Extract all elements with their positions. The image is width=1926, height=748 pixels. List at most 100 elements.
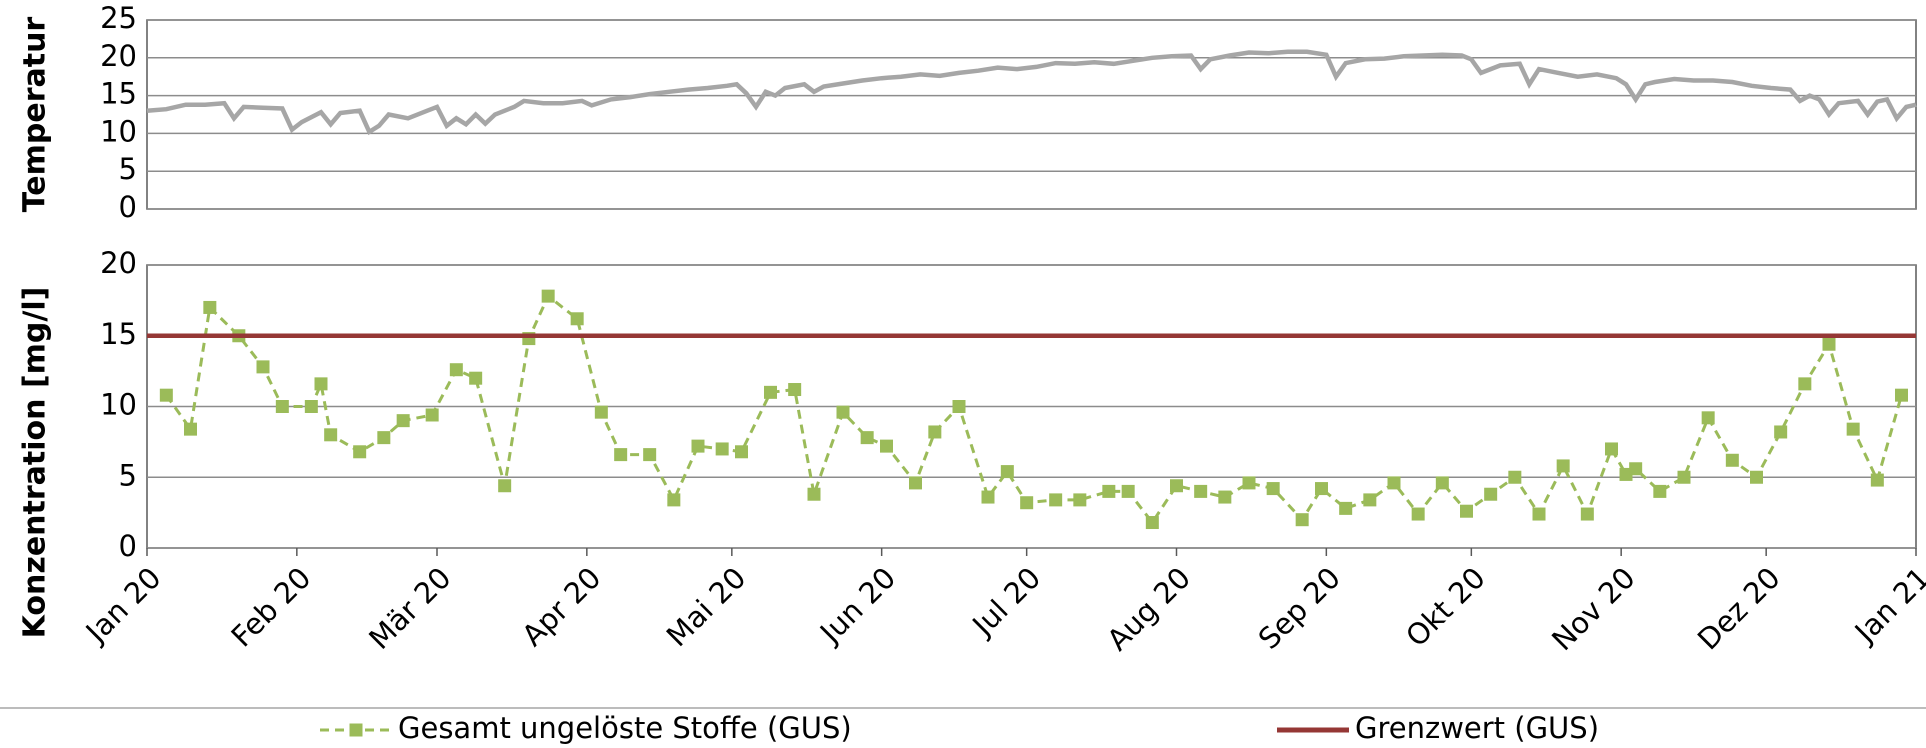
legend-label: Grenzwert (GUS) [1355, 711, 1599, 745]
x-tick-label: Jan 20 [78, 561, 168, 651]
marker [498, 479, 512, 493]
legend-marker [349, 723, 363, 737]
marker [1460, 504, 1473, 518]
marker [1339, 501, 1353, 515]
marker [377, 431, 391, 445]
marker [807, 487, 821, 501]
marker [1194, 484, 1208, 498]
y-tick-label: 0 [119, 190, 137, 224]
y-tick-label: 5 [119, 458, 137, 492]
marker [1750, 470, 1763, 484]
marker [324, 428, 338, 442]
y-axis-label: Temperatur [18, 17, 53, 213]
x-tick-label: Nov 20 [1545, 561, 1642, 658]
marker [184, 422, 197, 436]
marker [1073, 493, 1087, 507]
marker [203, 300, 217, 314]
marker [256, 360, 270, 374]
marker [1870, 473, 1884, 487]
marker [836, 405, 850, 419]
marker [1020, 496, 1034, 510]
y-tick-label: 20 [100, 39, 137, 73]
y-tick-label: 0 [119, 529, 137, 563]
marker [1102, 484, 1116, 498]
marker [1000, 465, 1014, 479]
marker [1629, 462, 1643, 476]
y-tick-label: 15 [100, 77, 137, 111]
y-tick-label: 10 [100, 114, 137, 148]
marker [1556, 459, 1570, 473]
marker [643, 448, 657, 462]
marker [981, 490, 995, 504]
x-tick-label: Feb 20 [224, 561, 317, 654]
marker [1725, 453, 1739, 467]
y-tick-label: 15 [100, 317, 137, 351]
x-tick-label: Mai 20 [660, 561, 753, 654]
marker [469, 371, 483, 385]
marker [1701, 411, 1715, 425]
marker [667, 493, 681, 507]
marker [909, 476, 922, 490]
y-tick-label: 20 [100, 246, 137, 280]
marker [1435, 476, 1449, 490]
marker [1605, 442, 1618, 456]
marker [541, 289, 555, 303]
marker [594, 405, 608, 419]
marker [1798, 377, 1812, 391]
x-tick-label: Jan 21 [1847, 561, 1926, 651]
y-axis-label: Konzentration [mg/l] [18, 287, 53, 639]
marker [1121, 484, 1135, 498]
marker [1484, 487, 1498, 501]
marker [715, 442, 729, 456]
marker [570, 312, 584, 326]
marker [691, 439, 705, 453]
marker [1508, 470, 1522, 484]
y-tick-label: 25 [100, 1, 137, 35]
x-tick-label: Jun 20 [812, 561, 902, 651]
marker [1895, 388, 1908, 402]
marker [1387, 476, 1401, 490]
marker [860, 431, 874, 445]
marker [1363, 493, 1377, 507]
marker [353, 445, 367, 459]
marker [880, 439, 893, 453]
marker [1145, 516, 1159, 530]
legend-label: Gesamt ungelöste Stoffe (GUS) [398, 711, 852, 745]
marker [1846, 422, 1860, 436]
x-tick-label: Sep 20 [1252, 561, 1347, 656]
marker [1774, 425, 1788, 439]
marker [396, 414, 410, 428]
marker [1295, 513, 1309, 527]
x-tick-label: Jul 20 [964, 561, 1047, 644]
marker [1580, 507, 1594, 521]
marker [1315, 482, 1328, 496]
marker [1218, 490, 1232, 504]
series-line [146, 49, 1917, 136]
marker [159, 388, 173, 402]
marker [1411, 507, 1425, 521]
marker [425, 408, 439, 422]
marker [304, 400, 318, 413]
marker [1677, 470, 1691, 484]
x-tick-label: Aug 20 [1100, 561, 1197, 658]
marker [1266, 482, 1280, 496]
marker [275, 400, 289, 413]
x-tick-label: Mär 20 [362, 561, 457, 656]
marker [952, 400, 966, 413]
marker [928, 425, 942, 439]
marker [1822, 337, 1836, 351]
x-tick-label: Apr 20 [515, 561, 607, 653]
marker [1049, 493, 1063, 507]
marker [449, 363, 463, 377]
marker [314, 377, 328, 391]
marker [788, 383, 802, 397]
x-tick-label: Dez 20 [1691, 561, 1787, 657]
y-tick-label: 10 [100, 388, 137, 422]
marker [764, 385, 777, 399]
marker [1532, 507, 1546, 521]
y-tick-label: 5 [119, 152, 137, 186]
x-tick-label: Okt 20 [1399, 561, 1492, 654]
marker [1242, 476, 1256, 490]
marker [614, 448, 628, 462]
